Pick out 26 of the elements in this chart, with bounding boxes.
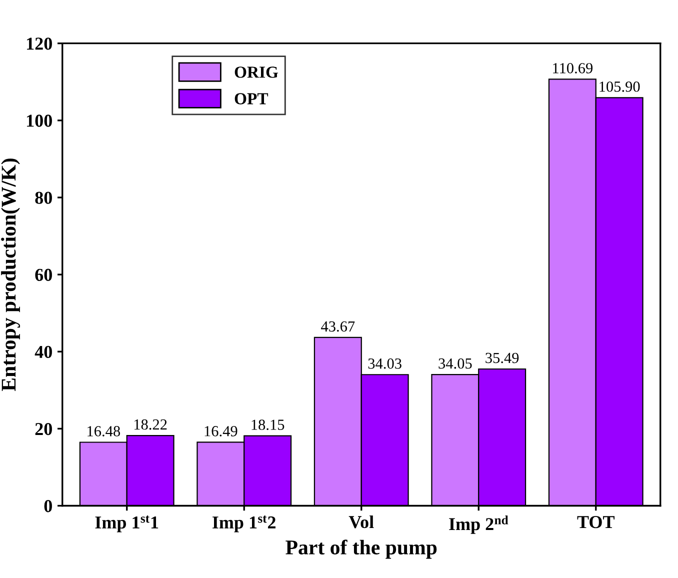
data-label: 18.15 [252,420,284,430]
y-tick-label: 100 [27,114,52,127]
x-tick-label: TOT [577,516,615,528]
x-tick-label: Imp 1$^{st}$1 [95,515,158,532]
data-label: 16.49 [204,426,238,436]
y-tick-label: 120 [27,38,52,50]
y-axis-title: Entropy production(W/K) [1,158,20,392]
y-tick-label: 60 [35,268,52,281]
y-tick-label: 80 [35,192,52,204]
data-label: 34.05 [438,358,472,369]
legend-label: OPT [234,93,268,104]
data-label: 43.67 [321,321,355,332]
y-tick-label: 40 [34,346,52,358]
x-axis-title: Part of the pump [286,540,437,559]
x-tick-label: Imp 2$^{nd}$ [449,515,508,534]
data-label: 105.90 [600,81,640,92]
legend-label: ORIG [234,66,278,78]
data-label: 110.69 [553,63,593,74]
data-label: 35.49 [486,352,519,364]
data-label: 34.03 [368,358,402,369]
data-label: 16.48 [88,426,120,436]
x-tick-label: Imp 1$^{st}$2 [212,515,276,532]
y-tick-label: 20 [35,422,52,436]
y-tick-label: 0 [44,500,52,512]
x-tick-label: Vol [348,515,374,528]
data-label: 18.22 [134,419,167,430]
